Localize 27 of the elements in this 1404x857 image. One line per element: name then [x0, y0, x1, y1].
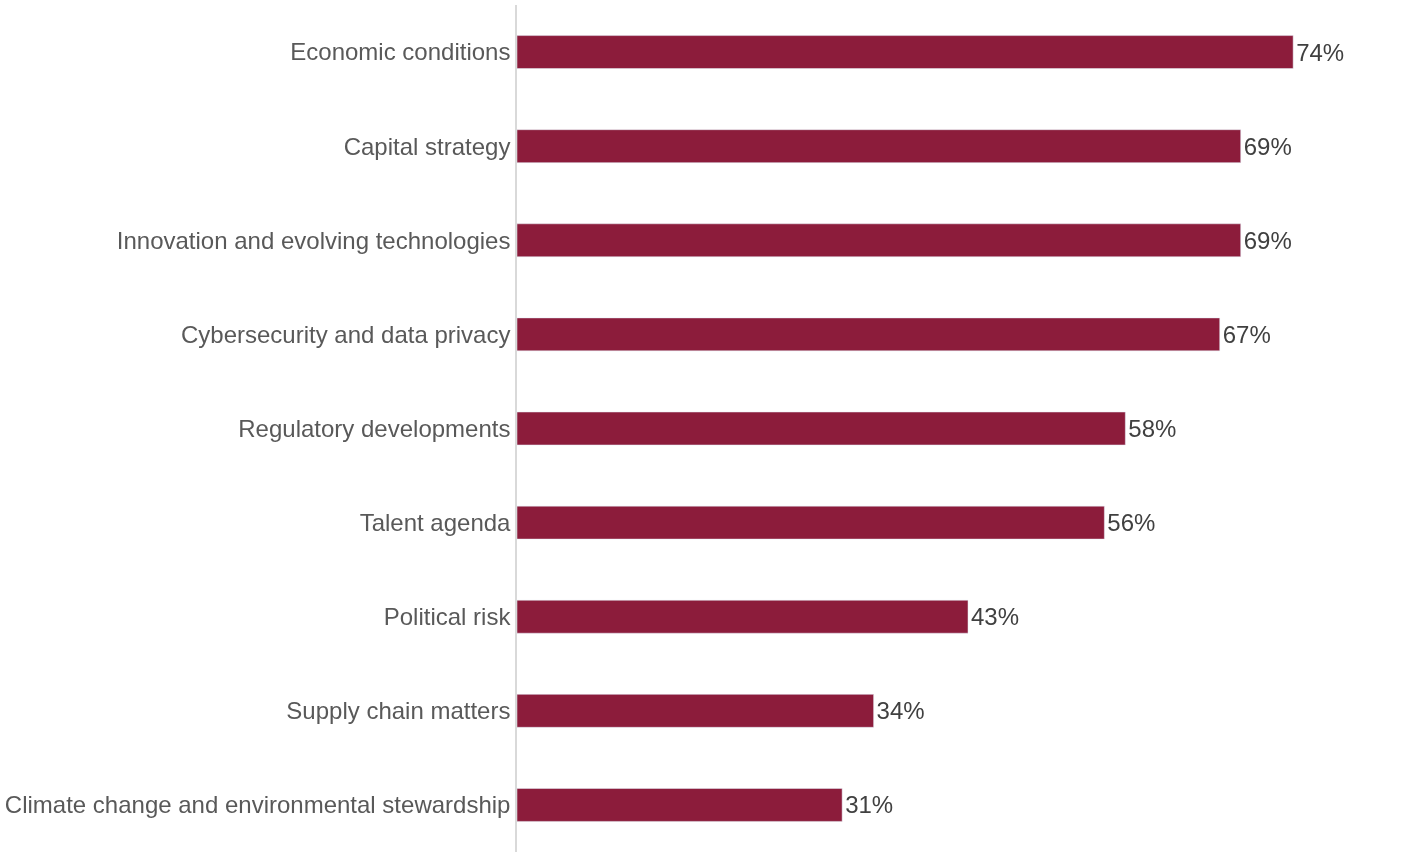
data-label: 67%	[1222, 320, 1271, 348]
bar	[517, 223, 1241, 257]
data-label: 69%	[1243, 226, 1292, 254]
bar	[517, 35, 1294, 69]
bar	[517, 788, 843, 822]
y-tick-label: Regulatory developments	[238, 414, 511, 442]
bar	[517, 600, 969, 634]
y-tick-label: Talent agenda	[359, 509, 512, 537]
y-tick-label: Climate change and environmental stewardship	[4, 791, 511, 819]
y-tick-label: Political risk	[383, 603, 512, 631]
data-label: 69%	[1243, 132, 1292, 160]
bar	[517, 317, 1220, 352]
bar	[517, 505, 1105, 540]
bar	[517, 129, 1241, 163]
bar	[517, 411, 1126, 446]
data-label: 56%	[1107, 509, 1156, 537]
y-tick-label: Supply chain matters	[286, 697, 511, 725]
y-tick-label: Innovation and evolving technologies	[116, 226, 511, 254]
y-tick-label: Economic conditions	[290, 38, 511, 66]
y-tick-label: Capital strategy	[343, 132, 511, 160]
data-label: 43%	[971, 603, 1020, 631]
data-label: 58%	[1128, 415, 1177, 442]
data-label: 31%	[845, 791, 894, 819]
y-tick-label: Cybersecurity and data privacy	[180, 320, 511, 348]
bar	[517, 694, 874, 728]
data-label: 74%	[1296, 38, 1345, 66]
data-label: 34%	[876, 697, 925, 725]
